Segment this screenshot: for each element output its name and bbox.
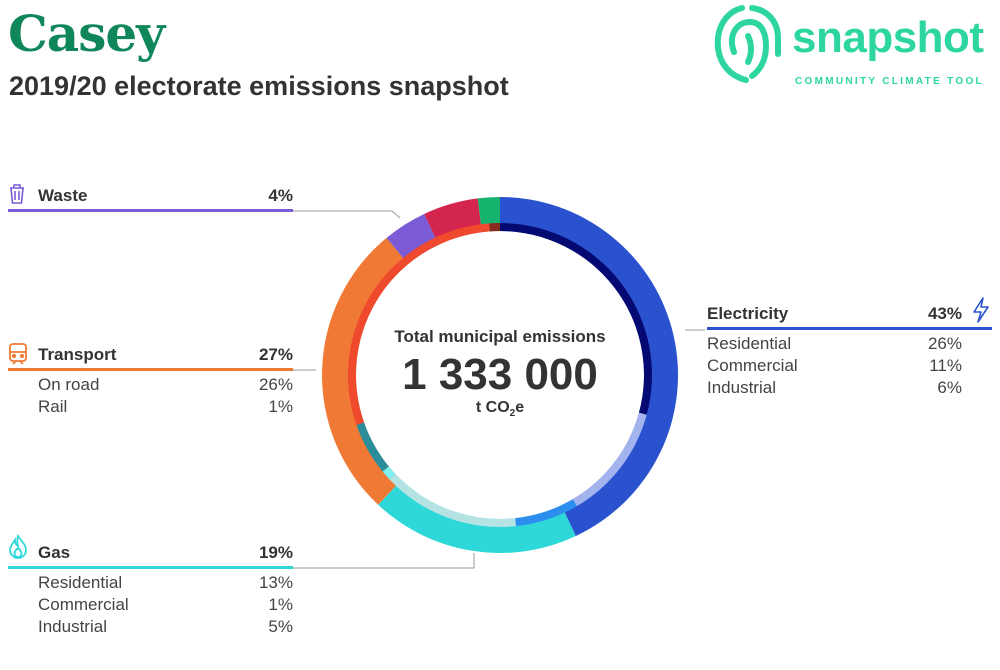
transport-percent: 27%: [258, 345, 293, 364]
category-electricity: Electricity 43% Residential 26% Commerci…: [707, 297, 992, 397]
leader-lines: [293, 210, 705, 569]
waste-percent: 4%: [268, 186, 293, 205]
electricity-item-industrial: Industrial 6%: [707, 378, 962, 397]
transport-label: Transport: [38, 345, 117, 364]
total-value: 1 333 000: [402, 350, 598, 399]
electricity-item-commercial: Commercial 11%: [707, 356, 962, 375]
waste-label: Waste: [38, 186, 88, 205]
logo-tagline: COMMUNITY CLIMATE TOOL: [795, 76, 984, 87]
gas-leader-line: [293, 553, 475, 569]
transport-rule: [8, 368, 293, 371]
electricity-percent: 43%: [927, 304, 962, 323]
page-subtitle: 2019/20 electorate emissions snapshot: [9, 71, 509, 101]
inner-slice-electricity-industrial: [515, 499, 577, 527]
waste-leader-line: [293, 210, 401, 219]
electricity-rule: [707, 327, 992, 330]
inner-slice-electricity-commercial: [572, 412, 647, 507]
gas-item-residential: Residential 13%: [38, 573, 293, 592]
fingerprint-icon: [714, 5, 781, 83]
gas-item-commercial: Commercial 1%: [38, 595, 293, 614]
inner-slice-gas-industrial: [356, 422, 389, 472]
electricity-item-residential: Residential 26%: [707, 334, 962, 353]
outer-slice-gas: [378, 479, 576, 553]
inner-slice-transport-rail: [489, 223, 500, 232]
lightning-icon: [972, 297, 990, 328]
electricity-label: Electricity: [707, 304, 789, 323]
waste-rule: [8, 209, 293, 212]
snapshot-logo: snapshot COMMUNITY CLIMATE TOOL: [712, 2, 1000, 90]
outer-slice-transport: [321, 237, 409, 505]
category-gas: Gas 19% Residential 13% Commercial 1% In…: [8, 533, 293, 636]
gas-label: Gas: [38, 543, 71, 562]
logo-wordmark: snapshot: [792, 13, 984, 62]
page-title: Casey: [8, 4, 165, 63]
outer-slice-electricity: [500, 197, 678, 537]
donut-center: Total municipal emissions 1 333 000 t CO…: [380, 327, 620, 420]
trash-icon: [8, 183, 26, 210]
category-waste: Waste 4%: [8, 183, 293, 212]
transport-item-rail: Rail 1%: [38, 397, 293, 416]
inner-slice-gas-commercial: [382, 466, 396, 480]
gas-percent: 19%: [258, 543, 293, 562]
gas-item-industrial: Industrial 5%: [38, 617, 293, 636]
total-unit: t CO2e: [475, 399, 525, 420]
inner-ring: [348, 223, 652, 527]
category-transport: Transport 27% On road 26% Rail 1%: [8, 342, 293, 416]
gas-rule: [8, 566, 293, 569]
transport-item-on-road: On road 26%: [38, 375, 293, 394]
flame-icon: [8, 533, 28, 565]
train-icon: [8, 342, 28, 371]
inner-slice-gas-residential: [389, 474, 517, 527]
total-label: Total municipal emissions: [394, 327, 606, 346]
